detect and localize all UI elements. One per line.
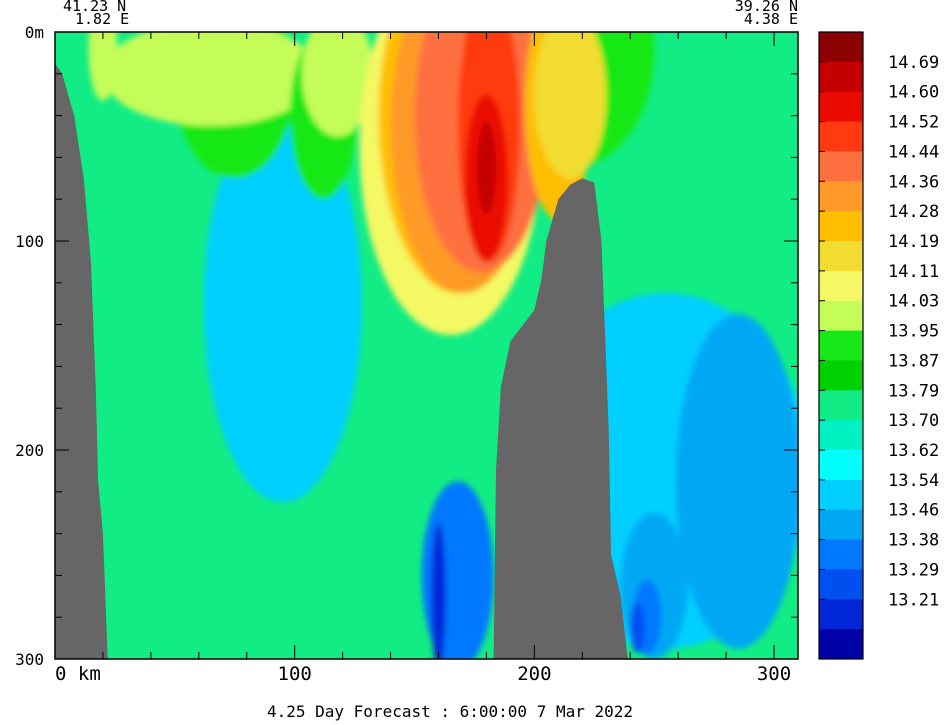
colorbar-swatch	[819, 270, 863, 302]
colorbar-swatch	[819, 629, 863, 660]
colorbar-label: 13.79	[888, 381, 939, 401]
colorbar-swatch	[819, 479, 863, 511]
colorbar-label: 13.95	[888, 322, 939, 342]
colorbar-swatch	[819, 121, 863, 152]
end-lon-label: 4.38 E	[744, 10, 798, 28]
colorbar-label: 13.70	[888, 411, 939, 431]
colorbar-swatch	[819, 539, 863, 570]
field-region	[301, 32, 374, 137]
x-tick-label: 100	[278, 663, 312, 685]
colorbar-label: 14.44	[888, 142, 939, 162]
colorbar-swatch	[819, 151, 863, 182]
start-lon-label: 1.82 E	[75, 10, 129, 28]
colorbar-label: 13.46	[888, 501, 939, 521]
colorbar-swatch	[819, 390, 863, 421]
colorbar-label: 14.28	[888, 202, 939, 222]
y-tick-label: 0m	[25, 23, 44, 42]
colorbar-label: 14.52	[888, 113, 939, 133]
colorbar-label: 13.29	[888, 560, 939, 580]
colorbar-label: 13.87	[888, 351, 939, 371]
colorbar-swatch	[819, 599, 863, 630]
colorbar-swatch	[819, 61, 863, 93]
colorbar-swatch	[819, 91, 863, 123]
field-region	[431, 523, 446, 659]
colorbar-label: 14.60	[888, 83, 939, 103]
x-tick-label: 300	[757, 663, 791, 685]
field-region	[534, 32, 607, 179]
plot-frame	[54, 31, 799, 660]
colorbar-label: 13.54	[888, 471, 939, 491]
field-region	[630, 602, 645, 653]
start-lat-label: 41.23 N	[63, 0, 126, 15]
field-region	[88, 32, 118, 101]
temperature-field	[88, 32, 798, 659]
seafloor-bathymetry	[55, 32, 628, 659]
colorbar-label: 13.62	[888, 441, 939, 461]
y-tick-label: 100	[15, 232, 44, 251]
x-tick-label: 0 km	[55, 663, 101, 685]
field-region	[203, 105, 362, 503]
colorbar-label: 13.21	[888, 590, 939, 610]
colorbar-swatch	[819, 420, 863, 451]
end-lat-label: 39.26 N	[735, 0, 798, 15]
colorbar-label: 14.19	[888, 232, 939, 252]
axis-tick-labels: 0 km 100 200 300 0m 100 200 300	[15, 23, 791, 685]
x-tick-label: 200	[517, 663, 551, 685]
colorbar-swatch	[819, 450, 863, 481]
colorbar-swatch	[819, 241, 863, 272]
colorbar-label: 14.03	[888, 292, 939, 312]
colorbar-label: 14.11	[888, 262, 939, 282]
colorbar-swatch	[819, 569, 863, 600]
y-tick-label: 200	[15, 441, 44, 460]
colorbar-label: 14.36	[888, 172, 939, 192]
plot-area	[55, 32, 798, 659]
field-region	[675, 314, 798, 649]
colorbar: 14.69 14.60 14.52 14.44 14.36 14.28 14.19 14.11…	[818, 31, 939, 660]
colorbar-label: 13.38	[888, 531, 939, 551]
colorbar-frame	[818, 31, 864, 660]
colorbar-swatch	[819, 211, 863, 242]
colorbar-swatch	[819, 360, 863, 391]
field-region	[476, 121, 497, 214]
y-tick-label: 300	[15, 650, 44, 669]
colorbar-label: 14.69	[888, 53, 939, 73]
forecast-title: 4.25 Day Forecast : 6:00:00 7 Mar 2022	[267, 702, 633, 721]
colorbar-swatch	[819, 181, 863, 212]
colorbar-swatch	[819, 509, 863, 541]
colorbar-swatch	[819, 32, 863, 63]
colorbar-swatch	[819, 300, 863, 332]
axis-ticks	[54, 31, 798, 660]
field-region	[102, 32, 319, 127]
colorbar-swatch	[819, 330, 863, 361]
